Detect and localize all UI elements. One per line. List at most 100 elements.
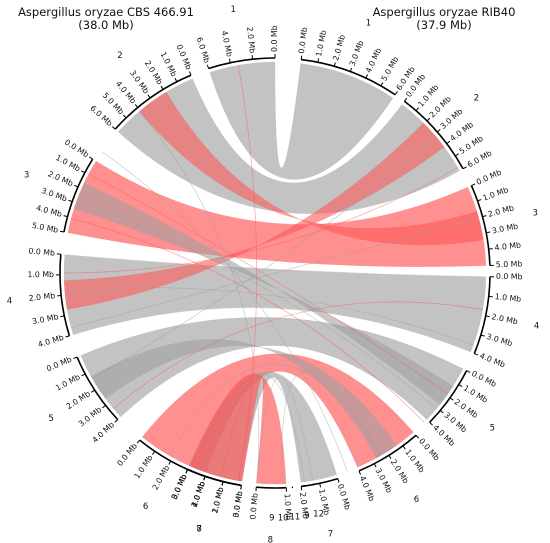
chromosome-label: 12 [313, 510, 324, 520]
tick-label: 0.0 Mb [175, 43, 194, 71]
translocation-thread [238, 65, 257, 481]
tick-label: 1.0 Mb [210, 486, 225, 514]
tick-label: 5.0 Mb [379, 55, 400, 83]
tick-mark [436, 128, 441, 133]
tick-label: 3.0 Mb [77, 405, 104, 428]
tick-mark [221, 481, 224, 486]
right-chromosome-9: 9 [269, 487, 275, 523]
tick-mark [333, 62, 336, 67]
tick-label: 2.0 Mb [245, 26, 257, 53]
tick-mark [358, 470, 362, 475]
tick-label: 2.0 Mb [65, 389, 92, 411]
tick-mark [466, 370, 471, 373]
tick-mark [449, 397, 454, 401]
tick-mark [474, 353, 479, 356]
tick-mark [403, 97, 408, 102]
tick-mark [477, 199, 482, 202]
tick-mark [81, 170, 86, 174]
synteny-links [63, 61, 487, 485]
tick-mark [337, 478, 340, 483]
tick-mark [73, 356, 78, 360]
tick-mark [185, 469, 189, 474]
synteny-link-5-6 [90, 339, 398, 459]
tick-label: 1.0 Mb [314, 29, 328, 57]
tick-label: 2.0 Mb [389, 458, 411, 485]
tick-mark [486, 231, 491, 234]
translocation-thread [88, 173, 449, 395]
chromosome-arc [76, 356, 119, 421]
chromosome-label: 2 [474, 93, 479, 103]
tick-mark [349, 67, 353, 72]
chromosome-label: 9 [304, 511, 309, 521]
tick-label: 3.0 Mb [231, 490, 244, 518]
chromosome-label: 3 [532, 208, 537, 218]
tick-label: 1.0 Mb [403, 448, 426, 475]
tick-label: 0.0 Mb [115, 442, 139, 468]
tick-mark [482, 215, 487, 218]
tick-mark [111, 126, 116, 130]
tick-mark [402, 445, 406, 450]
tick-mark [206, 64, 210, 69]
translocation-thread [169, 364, 381, 456]
tick-mark [168, 460, 172, 465]
translocation-thread [113, 301, 483, 409]
chromosome-arc [63, 158, 94, 233]
translocation-thread [63, 167, 458, 274]
tick-mark [160, 85, 164, 90]
chromosome-label: 7 [196, 525, 201, 535]
tick-label: 4.0 Mb [35, 203, 63, 219]
tick-label: 0.0 Mb [475, 168, 503, 187]
chromosome-label: 1 [231, 5, 236, 15]
tick-label: 4.0 Mb [91, 420, 117, 445]
tick-label: 4.0 Mb [37, 333, 65, 349]
tick-label: 5.0 Mb [31, 221, 59, 235]
tick-label: 0.0 Mb [336, 483, 352, 511]
tick-mark [373, 463, 377, 468]
tick-mark [455, 153, 459, 157]
translocation-thread [256, 377, 314, 484]
tick-label: 0.0 Mb [248, 493, 259, 520]
tick-mark [203, 476, 206, 481]
tick-label: 3.0 Mb [170, 473, 189, 501]
tick-mark [429, 421, 433, 426]
tick-label: 3.0 Mb [373, 467, 393, 495]
tick-mark [319, 483, 322, 488]
chromosome-label: 11 [289, 513, 300, 523]
tick-mark [68, 199, 73, 203]
tick-label: 4.0 Mb [220, 30, 234, 58]
tick-mark [74, 184, 79, 188]
tick-label: 2.0 Mb [491, 312, 519, 326]
tick-label: 4.0 Mb [478, 351, 506, 369]
tick-label: 2.0 Mb [47, 169, 75, 188]
tick-label: 6.0 Mb [88, 104, 114, 128]
tick-label: 1.0 Mb [27, 270, 54, 279]
chromosome-label: 4 [534, 322, 539, 332]
chromosome-arc [429, 370, 468, 423]
chromosome-arc [114, 74, 192, 130]
tick-mark [136, 439, 141, 444]
chromosome-label: 3 [24, 171, 29, 181]
chromosome-arc [187, 468, 242, 487]
tick-label: 1.0 Mb [482, 185, 510, 202]
translocation-thread [71, 218, 425, 423]
translocation-thread [71, 218, 479, 328]
left-genome-name: Aspergillus oryzae CBS 466.91 [18, 5, 194, 19]
tick-label: 4.0 Mb [494, 240, 521, 252]
chromosome-arc [470, 185, 491, 266]
tick-mark [365, 74, 369, 79]
tick-label: 3.0 Mb [485, 332, 513, 348]
tick-label: 2.0 Mb [487, 203, 515, 219]
tick-label: 3.0 Mb [491, 222, 519, 236]
tick-label: 0.0 Mb [470, 369, 498, 389]
tick-mark [485, 315, 490, 318]
translocation-thread [92, 137, 437, 379]
chromosome-label: 6 [143, 502, 148, 512]
chromosome-label: 5 [490, 424, 495, 434]
tick-label: 1.0 Mb [54, 372, 82, 392]
tick-mark [426, 117, 431, 122]
chromosome-arc [403, 100, 464, 170]
tick-label: 5.0 Mb [496, 259, 523, 269]
tick-label: 0.0 Mb [270, 25, 279, 52]
tick-label: 0.0 Mb [28, 246, 55, 257]
